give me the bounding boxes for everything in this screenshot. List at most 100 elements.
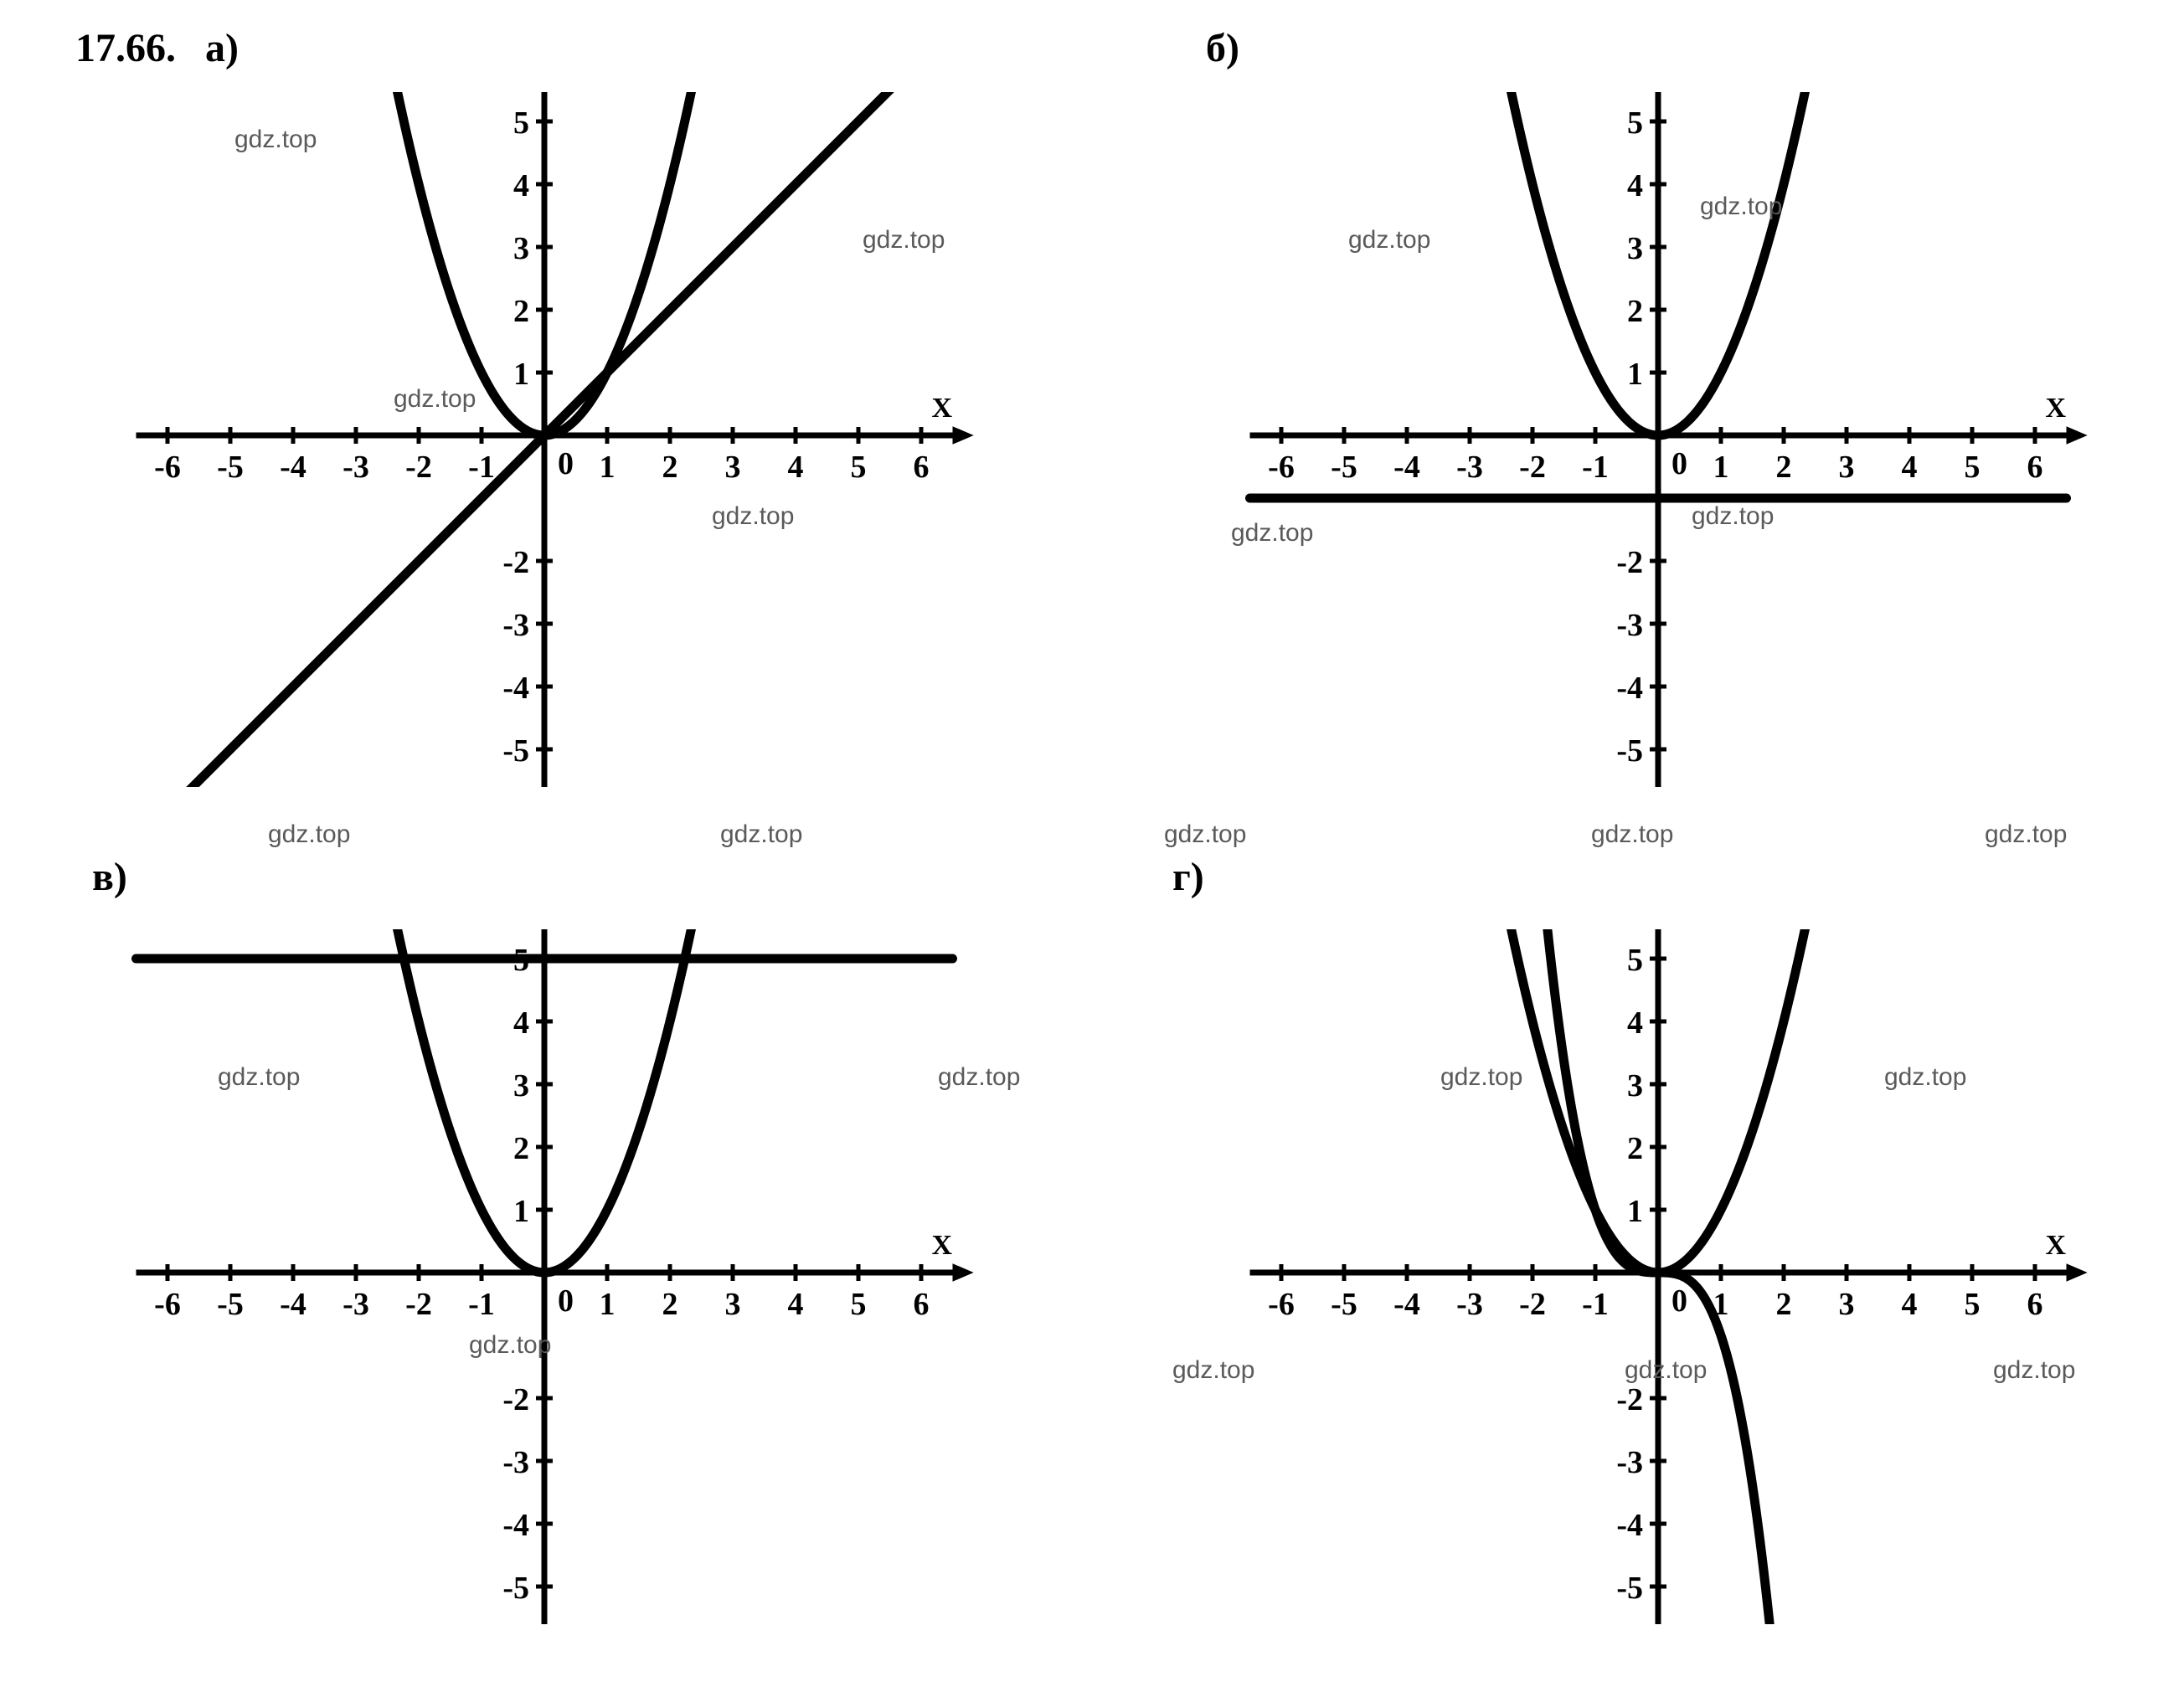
problem-number-text: 17.66.	[75, 26, 176, 70]
svg-text:3: 3	[1839, 450, 1855, 485]
svg-text:X: X	[932, 1230, 953, 1261]
watermark: gdz.top	[1591, 820, 1673, 849]
chart-a: XY-6-5-4-3-2-1123456-6-5-4-3-21234560	[67, 92, 1022, 787]
svg-text:4: 4	[513, 168, 529, 203]
svg-text:6: 6	[914, 1287, 930, 1322]
svg-text:-2: -2	[405, 1287, 432, 1322]
watermark: gdz.top	[1692, 502, 1774, 531]
svg-text:4: 4	[1627, 1005, 1643, 1041]
svg-text:X: X	[932, 393, 953, 424]
svg-text:-5: -5	[217, 1287, 244, 1322]
watermark: gdz.top	[1884, 1063, 1966, 1092]
part-label-b: б)	[1206, 25, 1239, 71]
svg-text:-4: -4	[502, 671, 529, 706]
svg-text:2: 2	[662, 450, 678, 485]
svg-text:-5: -5	[502, 733, 529, 769]
watermark: gdz.top	[394, 385, 476, 414]
svg-text:2: 2	[1776, 450, 1792, 485]
svg-text:-2: -2	[1519, 450, 1546, 485]
watermark: gdz.top	[1625, 1356, 1707, 1385]
svg-text:-3: -3	[502, 1445, 529, 1480]
svg-text:5: 5	[1965, 450, 1981, 485]
part-label-v: в)	[92, 854, 127, 900]
watermark: gdz.top	[234, 126, 317, 154]
svg-text:-4: -4	[502, 1508, 529, 1543]
svg-text:-4: -4	[1393, 1287, 1420, 1322]
svg-text:-6: -6	[154, 450, 181, 485]
svg-text:-1: -1	[468, 1287, 495, 1322]
svg-text:4: 4	[1902, 450, 1918, 485]
svg-text:-3: -3	[343, 1287, 369, 1322]
svg-text:-6: -6	[1268, 1287, 1295, 1322]
watermark: gdz.top	[1231, 519, 1313, 548]
chart-b: XY-6-5-4-3-2-1123456-6-5-4-3-21234560	[1181, 92, 2135, 787]
svg-text:-3: -3	[1616, 608, 1643, 643]
svg-text:-5: -5	[1616, 733, 1643, 769]
svg-text:1: 1	[600, 450, 616, 485]
chart-svg: XY-6-5-4-3-2-1123456-6-5-4-3-21234560	[1181, 929, 2135, 1624]
svg-text:1: 1	[1713, 450, 1729, 485]
watermark: gdz.top	[720, 820, 802, 849]
svg-text:-1: -1	[1582, 450, 1609, 485]
svg-text:-2: -2	[502, 545, 529, 580]
svg-text:-2: -2	[405, 450, 432, 485]
chart-v: XY-6-5-4-3-2-1123456-6-5-4-3-21234560	[67, 929, 1022, 1624]
svg-text:-1: -1	[468, 450, 495, 485]
svg-text:5: 5	[1627, 105, 1643, 141]
svg-text:-5: -5	[1331, 450, 1357, 485]
svg-text:-4: -4	[1616, 1508, 1643, 1543]
svg-text:4: 4	[788, 450, 804, 485]
svg-text:3: 3	[725, 1287, 741, 1322]
svg-text:3: 3	[513, 1068, 529, 1103]
svg-text:-3: -3	[1456, 450, 1483, 485]
svg-text:1: 1	[1627, 357, 1643, 392]
chart-svg: XY-6-5-4-3-2-1123456-6-5-4-3-21234560	[67, 92, 1022, 787]
svg-text:-2: -2	[1519, 1287, 1546, 1322]
svg-text:4: 4	[1627, 168, 1643, 203]
svg-text:-4: -4	[1616, 671, 1643, 706]
page-root: 17.66. а) б) в) г) XY-6-5-4-3-2-1123456-…	[17, 17, 2167, 1675]
svg-text:X: X	[2046, 393, 2067, 424]
svg-text:5: 5	[513, 105, 529, 141]
watermark: gdz.top	[712, 502, 794, 531]
svg-text:3: 3	[513, 231, 529, 266]
svg-text:2: 2	[1776, 1287, 1792, 1322]
svg-text:2: 2	[513, 1131, 529, 1166]
svg-text:0: 0	[1671, 446, 1687, 481]
svg-text:-6: -6	[1268, 450, 1295, 485]
svg-text:6: 6	[2027, 450, 2043, 485]
svg-text:3: 3	[725, 450, 741, 485]
watermark: gdz.top	[1440, 1063, 1522, 1092]
svg-text:1: 1	[513, 357, 529, 392]
svg-text:0: 0	[1671, 1283, 1687, 1319]
chart-svg: XY-6-5-4-3-2-1123456-6-5-4-3-21234560	[67, 929, 1022, 1624]
watermark: gdz.top	[1348, 226, 1430, 255]
svg-text:-5: -5	[217, 450, 244, 485]
svg-text:-3: -3	[1456, 1287, 1483, 1322]
svg-text:5: 5	[1627, 943, 1643, 978]
svg-text:4: 4	[1902, 1287, 1918, 1322]
svg-text:-3: -3	[343, 450, 369, 485]
svg-text:-6: -6	[154, 1287, 181, 1322]
watermark: gdz.top	[1164, 820, 1246, 849]
chart-g: XY-6-5-4-3-2-1123456-6-5-4-3-21234560	[1181, 929, 2135, 1624]
svg-text:5: 5	[1965, 1287, 1981, 1322]
svg-text:-5: -5	[1331, 1287, 1357, 1322]
svg-text:6: 6	[914, 450, 930, 485]
watermark: gdz.top	[1985, 820, 2067, 849]
chart-svg: XY-6-5-4-3-2-1123456-6-5-4-3-21234560	[1181, 92, 2135, 787]
svg-text:-4: -4	[280, 450, 306, 485]
part-label-a: а)	[205, 25, 239, 71]
watermark: gdz.top	[1700, 193, 1782, 221]
svg-text:-3: -3	[1616, 1445, 1643, 1480]
svg-text:3: 3	[1627, 1068, 1643, 1103]
svg-text:-2: -2	[1616, 545, 1643, 580]
svg-text:2: 2	[662, 1287, 678, 1322]
svg-text:0: 0	[558, 446, 574, 481]
svg-text:-4: -4	[1393, 450, 1420, 485]
svg-text:5: 5	[851, 450, 867, 485]
svg-text:-4: -4	[280, 1287, 306, 1322]
watermark: gdz.top	[268, 820, 350, 849]
svg-text:-2: -2	[502, 1382, 529, 1417]
svg-text:X: X	[2046, 1230, 2067, 1261]
